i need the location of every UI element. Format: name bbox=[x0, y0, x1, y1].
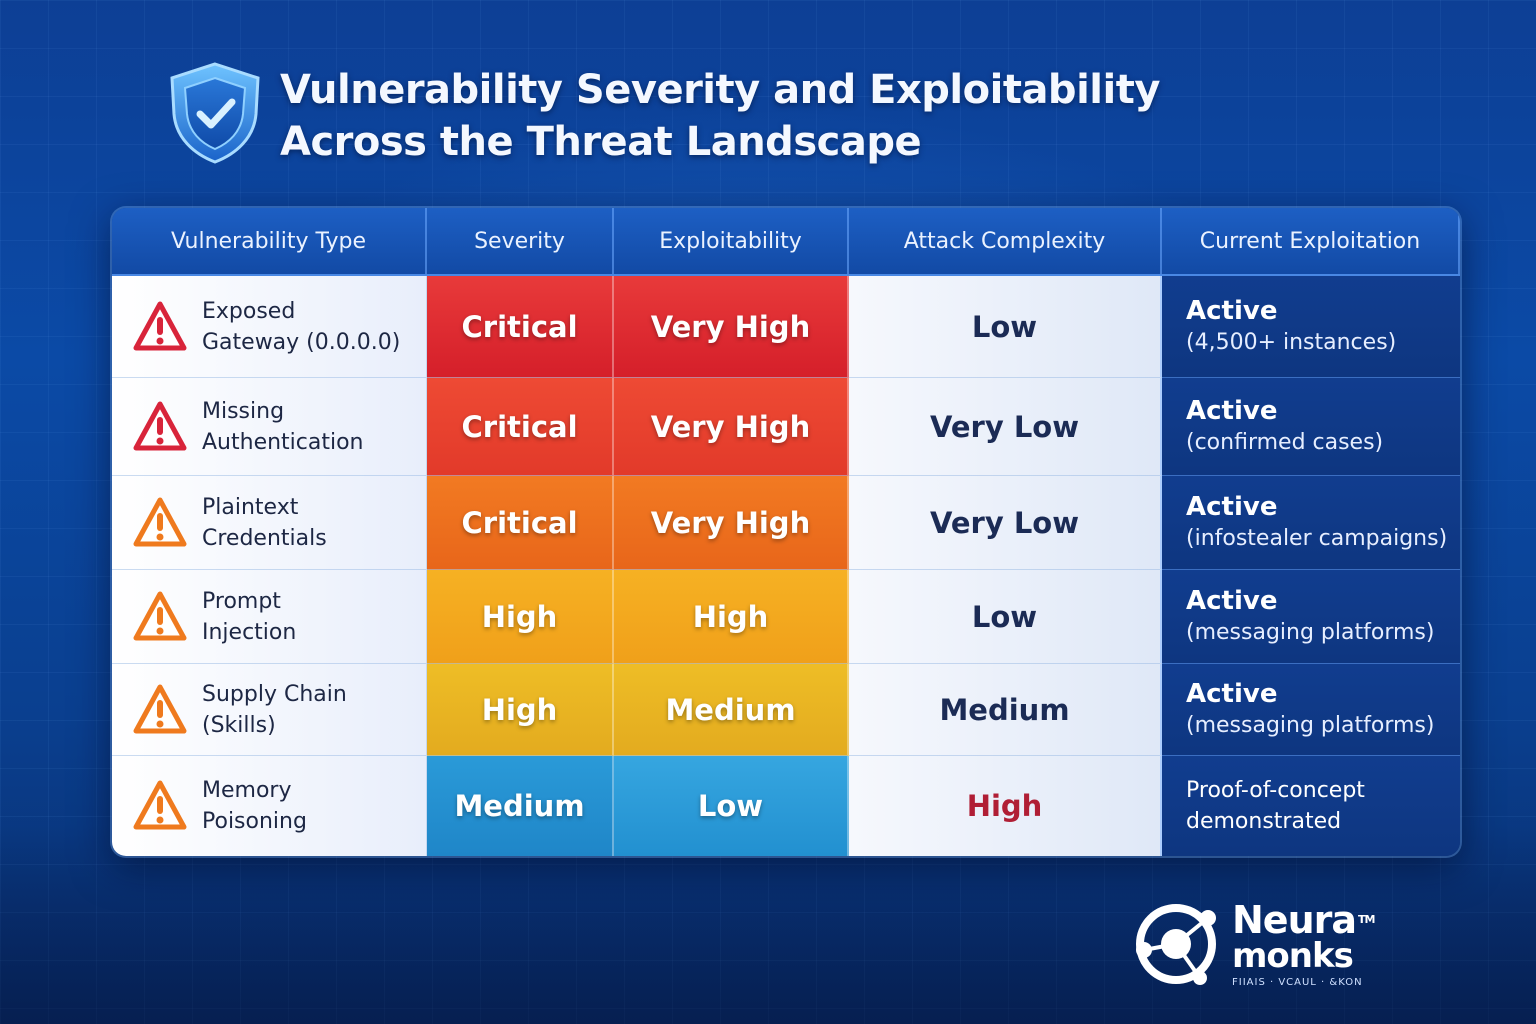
logo-tagline: FIIAIS · VCAUL · &KON bbox=[1232, 976, 1363, 988]
warning-triangle-icon bbox=[133, 497, 187, 546]
header-current-exploitation: Current Exploitation bbox=[1162, 208, 1460, 276]
table-row-type: Plaintext Credentials bbox=[112, 476, 427, 570]
logo-name-line2: monks bbox=[1232, 935, 1354, 976]
warning-triangle-icon bbox=[133, 301, 187, 350]
exploitation-line2: demonstrated bbox=[1186, 809, 1342, 834]
complexity-cell: Low bbox=[849, 570, 1162, 664]
severity-cell: Critical bbox=[427, 378, 614, 476]
exploitation-cell: Active (messaging platforms) bbox=[1162, 570, 1460, 664]
severity-cell: High bbox=[427, 664, 614, 756]
header-vulnerability-type: Vulnerability Type bbox=[112, 208, 427, 276]
logo-trademark: TM bbox=[1358, 912, 1375, 926]
logo-name-line1: Neura bbox=[1232, 897, 1357, 942]
exploitation-detail: (messaging platforms) bbox=[1186, 619, 1435, 645]
header-severity: Severity bbox=[427, 208, 614, 276]
type-line2: Gateway (0.0.0.0) bbox=[202, 329, 401, 355]
type-line1: Plaintext bbox=[202, 494, 299, 520]
type-line1: Memory bbox=[202, 778, 292, 803]
table-row-type: Missing Authentication bbox=[112, 378, 427, 476]
page-title-line1: Vulnerability Severity and Exploitabilit… bbox=[280, 67, 1160, 113]
exploitation-detail: (confirmed cases) bbox=[1186, 429, 1384, 455]
exploitability-cell: Low bbox=[614, 756, 849, 856]
type-line2: (Skills) bbox=[202, 712, 276, 738]
severity-cell: Critical bbox=[427, 476, 614, 570]
exploitability-cell: Medium bbox=[614, 664, 849, 756]
type-line1: Missing bbox=[202, 398, 285, 424]
type-line2: Credentials bbox=[202, 525, 327, 551]
type-line1: Prompt bbox=[202, 588, 281, 614]
exploitation-status: Active bbox=[1186, 678, 1278, 709]
exploitation-status: Active bbox=[1186, 491, 1278, 522]
type-line2: Poisoning bbox=[202, 809, 307, 834]
warning-triangle-icon bbox=[133, 780, 187, 830]
exploitation-cell: Proof-of-concept demonstrated bbox=[1162, 756, 1460, 856]
title-block: Vulnerability Severity and Exploitabilit… bbox=[160, 58, 1160, 168]
exploitation-detail: (infostealer campaigns) bbox=[1186, 525, 1448, 551]
severity-cell: High bbox=[427, 570, 614, 664]
exploitation-status: Active bbox=[1186, 295, 1278, 326]
exploitability-cell: Very High bbox=[614, 276, 849, 378]
complexity-cell: Medium bbox=[849, 664, 1162, 756]
exploitation-status: Active bbox=[1186, 395, 1278, 426]
type-line1: Supply Chain bbox=[202, 681, 347, 707]
exploitation-status: Active bbox=[1186, 585, 1278, 616]
warning-triangle-icon bbox=[133, 401, 187, 450]
exploitation-detail: (messaging platforms) bbox=[1186, 712, 1435, 738]
table-row-type: Prompt Injection bbox=[112, 570, 427, 664]
severity-cell: Medium bbox=[427, 756, 614, 856]
table-row-type: Exposed Gateway (0.0.0.0) bbox=[112, 276, 427, 378]
type-line2: Injection bbox=[202, 619, 297, 645]
type-line2: Authentication bbox=[202, 429, 364, 455]
neuramonks-logo-icon bbox=[1136, 904, 1216, 985]
severity-cell: Critical bbox=[427, 276, 614, 378]
exploitability-cell: Very High bbox=[614, 476, 849, 570]
exploitation-detail: (4,500+ instances) bbox=[1186, 329, 1397, 355]
page-title-line2: Across the Threat Landscape bbox=[280, 119, 922, 165]
vulnerability-table: Vulnerability Type Severity Exploitabili… bbox=[112, 208, 1460, 856]
table-row-type: Memory Poisoning bbox=[112, 756, 427, 856]
exploitation-cell: Active (infostealer campaigns) bbox=[1162, 476, 1460, 570]
shield-check-icon bbox=[170, 62, 260, 164]
exploitation-cell: Active (4,500+ instances) bbox=[1162, 276, 1460, 378]
exploitability-cell: High bbox=[614, 570, 849, 664]
brand-logo: Neura TM monks FIIAIS · VCAUL · &KON bbox=[1128, 896, 1375, 992]
type-line1: Exposed bbox=[202, 298, 296, 324]
header-attack-complexity: Attack Complexity bbox=[849, 208, 1162, 276]
exploitation-cell: Active (messaging platforms) bbox=[1162, 664, 1460, 756]
exploitability-cell: Very High bbox=[614, 378, 849, 476]
background-glow bbox=[0, 824, 1536, 1024]
warning-triangle-icon bbox=[133, 684, 187, 733]
exploitation-cell: Active (confirmed cases) bbox=[1162, 378, 1460, 476]
complexity-cell: Low bbox=[849, 276, 1162, 378]
warning-triangle-icon bbox=[133, 591, 187, 640]
complexity-cell: High bbox=[849, 756, 1162, 856]
table-row-type: Supply Chain (Skills) bbox=[112, 664, 427, 756]
complexity-cell: Very Low bbox=[849, 476, 1162, 570]
exploitation-line1: Proof-of-concept bbox=[1186, 778, 1365, 803]
header-exploitability: Exploitability bbox=[614, 208, 849, 276]
complexity-cell: Very Low bbox=[849, 378, 1162, 476]
